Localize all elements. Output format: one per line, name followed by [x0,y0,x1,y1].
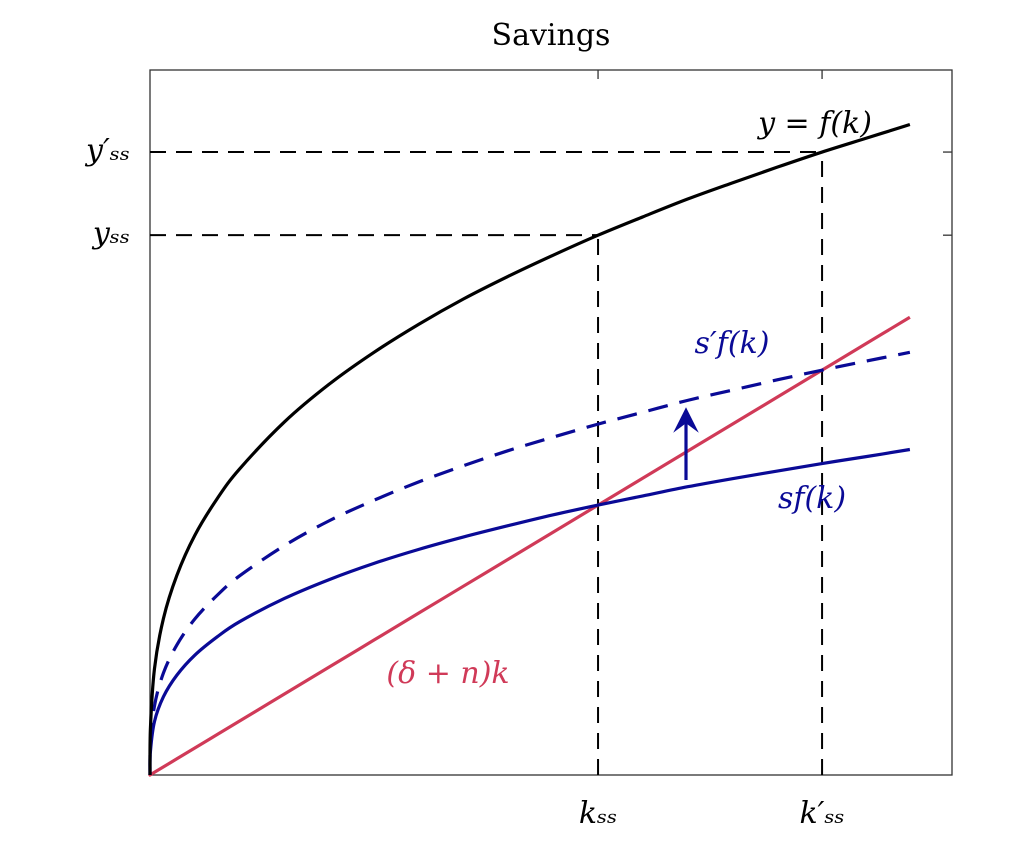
series-line [148,350,911,776]
series-line [148,315,911,777]
y-tick-label: y′ₛₛ [84,133,130,168]
chart-title: Savings [492,18,611,53]
plot-frame [149,69,953,776]
x-tick-label: k′ₛₛ [799,796,844,831]
series-label: (δ + n)k [386,656,509,691]
series-line [148,122,911,776]
series-label: s′f(k) [695,326,770,361]
series-line [148,447,911,776]
series-label: y = f(k) [756,106,872,141]
x-tick-label: kₛₛ [579,796,617,831]
y-tick-label: yₛₛ [91,216,130,251]
series-label: sf(k) [778,481,846,516]
